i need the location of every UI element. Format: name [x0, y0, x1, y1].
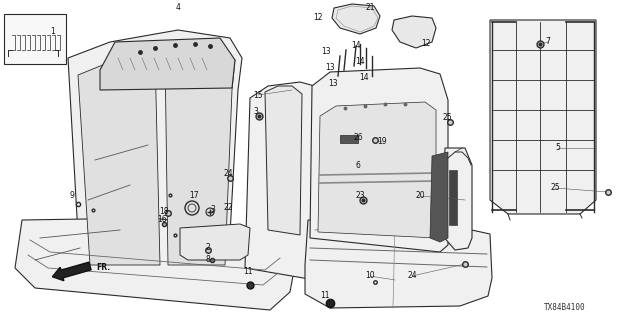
- Text: 21: 21: [365, 4, 375, 12]
- Text: 17: 17: [189, 191, 199, 201]
- Polygon shape: [15, 218, 295, 310]
- Polygon shape: [310, 68, 448, 252]
- Text: 14: 14: [359, 74, 369, 83]
- Text: 3: 3: [211, 204, 216, 213]
- Text: 15: 15: [253, 91, 263, 100]
- Text: 12: 12: [421, 39, 431, 49]
- Text: 16: 16: [157, 215, 167, 225]
- Text: 18: 18: [159, 206, 169, 215]
- Text: 13: 13: [325, 63, 335, 73]
- Text: 13: 13: [328, 79, 338, 89]
- Text: 20: 20: [415, 191, 425, 201]
- Text: 14: 14: [355, 58, 365, 67]
- Text: 11: 11: [320, 292, 330, 300]
- Text: 6: 6: [356, 161, 360, 170]
- Text: 11: 11: [243, 268, 253, 276]
- Polygon shape: [245, 82, 328, 280]
- Text: 25: 25: [442, 114, 452, 123]
- Text: 24: 24: [223, 169, 233, 178]
- Bar: [340, 135, 358, 143]
- Polygon shape: [442, 148, 472, 250]
- Text: 22: 22: [223, 204, 233, 212]
- Polygon shape: [180, 224, 250, 260]
- Polygon shape: [430, 152, 448, 242]
- Text: 1: 1: [51, 28, 56, 36]
- Text: 10: 10: [365, 271, 375, 281]
- Text: TX84B4100: TX84B4100: [544, 303, 586, 313]
- Text: 8: 8: [205, 255, 211, 265]
- Polygon shape: [332, 4, 380, 34]
- Text: 14: 14: [351, 42, 361, 51]
- Text: 26: 26: [353, 133, 363, 142]
- Text: 23: 23: [355, 191, 365, 201]
- Bar: [4, 14, 66, 64]
- Text: 12: 12: [313, 13, 323, 22]
- Text: 2: 2: [205, 243, 211, 252]
- Polygon shape: [490, 20, 596, 214]
- Text: 19: 19: [377, 138, 387, 147]
- Text: 7: 7: [545, 37, 550, 46]
- Polygon shape: [100, 38, 235, 90]
- Polygon shape: [318, 102, 436, 238]
- Polygon shape: [265, 86, 302, 235]
- Text: 13: 13: [321, 47, 331, 57]
- Polygon shape: [392, 16, 436, 48]
- Bar: [449, 170, 457, 225]
- Text: 4: 4: [175, 4, 180, 12]
- Text: 24: 24: [407, 271, 417, 281]
- Text: 5: 5: [556, 143, 561, 153]
- Text: FR.: FR.: [96, 263, 110, 273]
- Polygon shape: [78, 54, 160, 265]
- Text: 9: 9: [70, 191, 74, 201]
- Text: 3: 3: [253, 108, 259, 116]
- Polygon shape: [68, 30, 242, 278]
- Polygon shape: [305, 220, 492, 308]
- Text: 25: 25: [550, 183, 560, 193]
- FancyArrow shape: [52, 262, 91, 281]
- Polygon shape: [165, 46, 235, 265]
